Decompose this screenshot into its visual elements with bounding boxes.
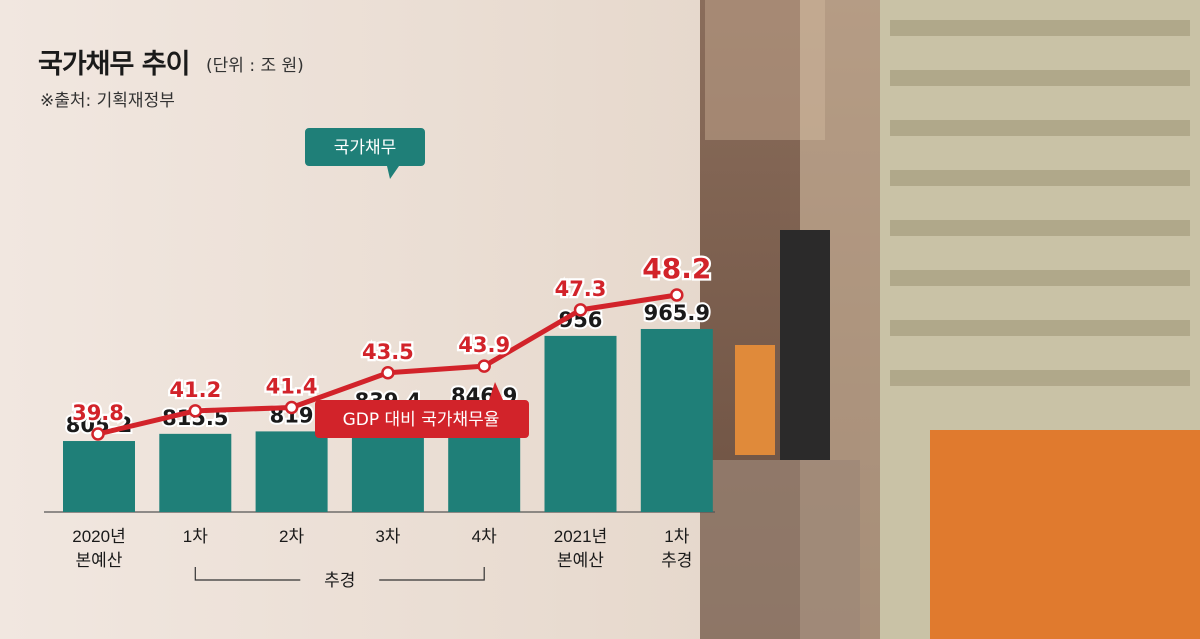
category-label: 2차: [279, 527, 304, 546]
group-bracket-right: [379, 567, 485, 581]
debt-ratio-point: [573, 303, 588, 317]
ratio-value-label: 43.5: [362, 340, 414, 364]
debt-bar: [63, 441, 135, 512]
debt-bar: [640, 328, 713, 512]
debt-ratio-point: [670, 288, 684, 302]
unit-label: (단위 : 조 원): [206, 56, 304, 76]
ratio-value-label: 39.8: [72, 401, 124, 425]
debt-ratio-point: [188, 404, 203, 418]
source-label: ※출처: 기획재정부: [40, 91, 175, 111]
ratio-value-label: 47.3: [555, 277, 607, 301]
debt-bar: [255, 431, 328, 512]
category-label: 본예산: [76, 551, 123, 570]
group-bracket-left: [194, 567, 301, 581]
category-label: 1차: [664, 527, 689, 546]
debt-ratio-point: [381, 366, 395, 380]
legend-debt-label: 국가채무: [334, 138, 397, 158]
category-label: 2021년: [554, 527, 607, 546]
legend-ratio-label: GDP 대비 국가채무율: [343, 410, 500, 430]
category-label: 4차: [472, 527, 497, 546]
ratio-value-label: 43.9: [458, 333, 510, 357]
category-label: 3차: [375, 527, 400, 546]
category-label: 본예산: [557, 551, 604, 570]
category-label: 2020년: [72, 527, 125, 546]
category-label: 추경: [661, 551, 692, 570]
chart-title: 국가채무 추이: [38, 49, 190, 80]
debt-ratio-point: [477, 359, 491, 373]
debt-bar: [159, 433, 232, 512]
bar-value-label: 815.5: [162, 406, 228, 430]
bar-value-label: 965.9: [644, 301, 710, 325]
debt-ratio-point: [284, 400, 299, 415]
debt-ratio-point: [91, 427, 105, 441]
ratio-value-label: 48.2: [642, 252, 711, 285]
ratio-value-label: 41.4: [266, 375, 318, 399]
ratio-value-label: 41.2: [169, 378, 221, 402]
debt-bar: [544, 335, 617, 512]
group-label: 추경: [324, 571, 355, 590]
legend-debt-callout: [305, 128, 425, 179]
category-label: 1차: [183, 527, 208, 546]
legend-ratio-callout: [315, 382, 529, 438]
